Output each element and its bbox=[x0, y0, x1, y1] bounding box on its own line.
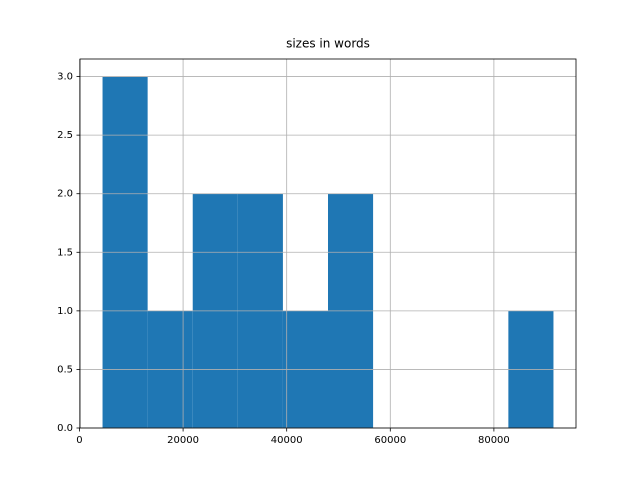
y-tick-label: 1.0 bbox=[57, 306, 73, 317]
x-tick-label: 80000 bbox=[478, 435, 510, 446]
chart-title: sizes in words bbox=[286, 37, 370, 51]
x-tick-label: 20000 bbox=[167, 435, 199, 446]
y-tick-label: 0.0 bbox=[57, 423, 73, 434]
y-tick-label: 1.5 bbox=[57, 247, 73, 258]
y-tick-label: 2.0 bbox=[57, 189, 73, 200]
x-tick-label: 40000 bbox=[271, 435, 303, 446]
axes-frame bbox=[79, 58, 577, 429]
y-tick-label: 3.0 bbox=[57, 72, 73, 83]
x-tick-label: 0 bbox=[76, 435, 82, 446]
y-tick-label: 0.5 bbox=[57, 364, 73, 375]
y-tick-label: 2.5 bbox=[57, 130, 73, 141]
x-tick-label: 60000 bbox=[374, 435, 406, 446]
